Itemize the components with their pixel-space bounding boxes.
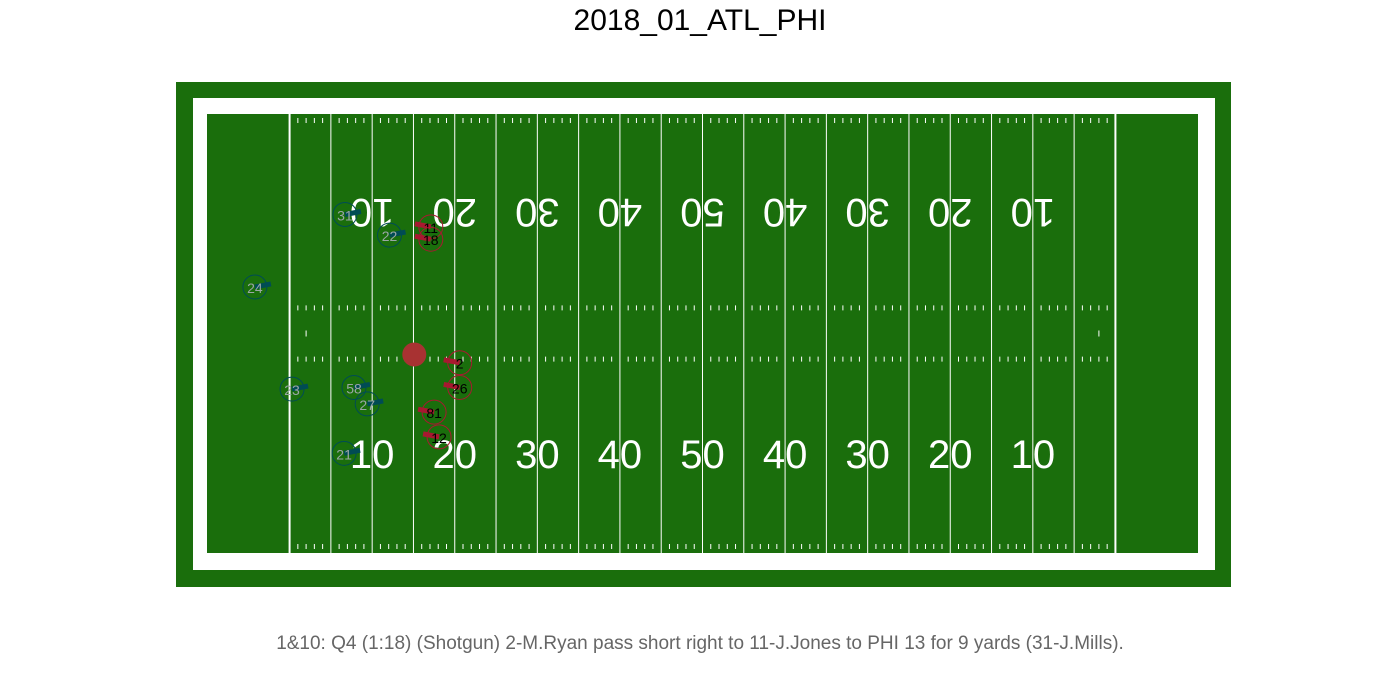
player-jersey-number: 81 (426, 405, 442, 421)
player-jersey-number: 27 (359, 397, 375, 413)
player-direction-marker (414, 221, 432, 230)
player-defense-24: 24 (242, 274, 272, 300)
player-direction-marker (353, 381, 371, 390)
player-direction-marker (291, 383, 309, 392)
player-jersey-number: 58 (346, 380, 362, 396)
player-offense-12: 12 (422, 424, 452, 450)
hash-marks (297, 118, 1108, 549)
player-jersey-number: 18 (423, 232, 439, 248)
player-offense-18: 18 (414, 226, 444, 252)
yard-number-bottom: 40 (598, 433, 643, 477)
player-defense-58: 58 (341, 374, 371, 400)
yard-number-bottom: 20 (433, 433, 478, 477)
player-jersey-number: 26 (452, 380, 468, 396)
player-direction-marker (389, 229, 406, 238)
player-jersey-number: 11 (424, 220, 439, 236)
yard-number-bottom: 30 (515, 433, 560, 477)
player-defense-27: 27 (354, 391, 384, 417)
player-direction-marker (417, 406, 435, 415)
play-title: 2018_01_ATL_PHI (573, 4, 827, 37)
player-jersey-number: 22 (382, 228, 398, 244)
yard-number-top: 30 (845, 190, 890, 234)
player-direction-marker (422, 431, 440, 440)
player-defense-21: 21 (331, 440, 361, 466)
player-direction-marker (344, 209, 362, 217)
player-offense-81: 81 (417, 399, 447, 425)
yard-number-bottom: 40 (763, 433, 808, 477)
player-direction-marker (414, 233, 432, 242)
yard-number-top: 30 (515, 190, 560, 234)
football-marker (402, 342, 427, 367)
player-offense-2: 2 (443, 350, 473, 376)
yard-lines (288, 114, 1117, 553)
player-jersey-number: 24 (247, 280, 263, 296)
yard-number-top: 40 (763, 190, 808, 234)
yard-number-bottom: 10 (350, 433, 395, 477)
player-jersey-number: 23 (284, 382, 300, 398)
player-offense-26: 26 (443, 374, 473, 400)
yard-number-bottom: 30 (845, 433, 890, 477)
player-direction-marker (343, 447, 361, 456)
player-jersey-number: 31 (337, 207, 353, 223)
yard-number-top: 20 (928, 190, 973, 234)
yard-number-bottom: 50 (680, 433, 725, 477)
yard-number-top: 20 (433, 190, 478, 234)
yard-number-bottom: 10 (1011, 433, 1056, 477)
player-defense-31: 31 (332, 201, 362, 227)
yard-number-top: 50 (680, 190, 725, 234)
player-jersey-number: 2 (456, 356, 464, 372)
player-direction-marker (443, 357, 461, 366)
player-direction-marker (366, 398, 384, 407)
yard-number-top: 40 (598, 190, 643, 234)
player-direction-marker (443, 381, 461, 390)
player-jersey-number: 21 (336, 446, 352, 462)
play-description: 1&10: Q4 (1:18) (Shotgun) 2-M.Ryan pass … (276, 633, 1124, 654)
player-defense-23: 23 (279, 376, 309, 402)
player-defense-22: 22 (377, 222, 406, 248)
player-offense-11: 11 (414, 214, 444, 240)
yard-number-top: 10 (1011, 190, 1056, 234)
yard-number-bottom: 20 (928, 433, 973, 477)
player-jersey-number: 12 (431, 430, 447, 446)
player-direction-marker (254, 281, 272, 290)
